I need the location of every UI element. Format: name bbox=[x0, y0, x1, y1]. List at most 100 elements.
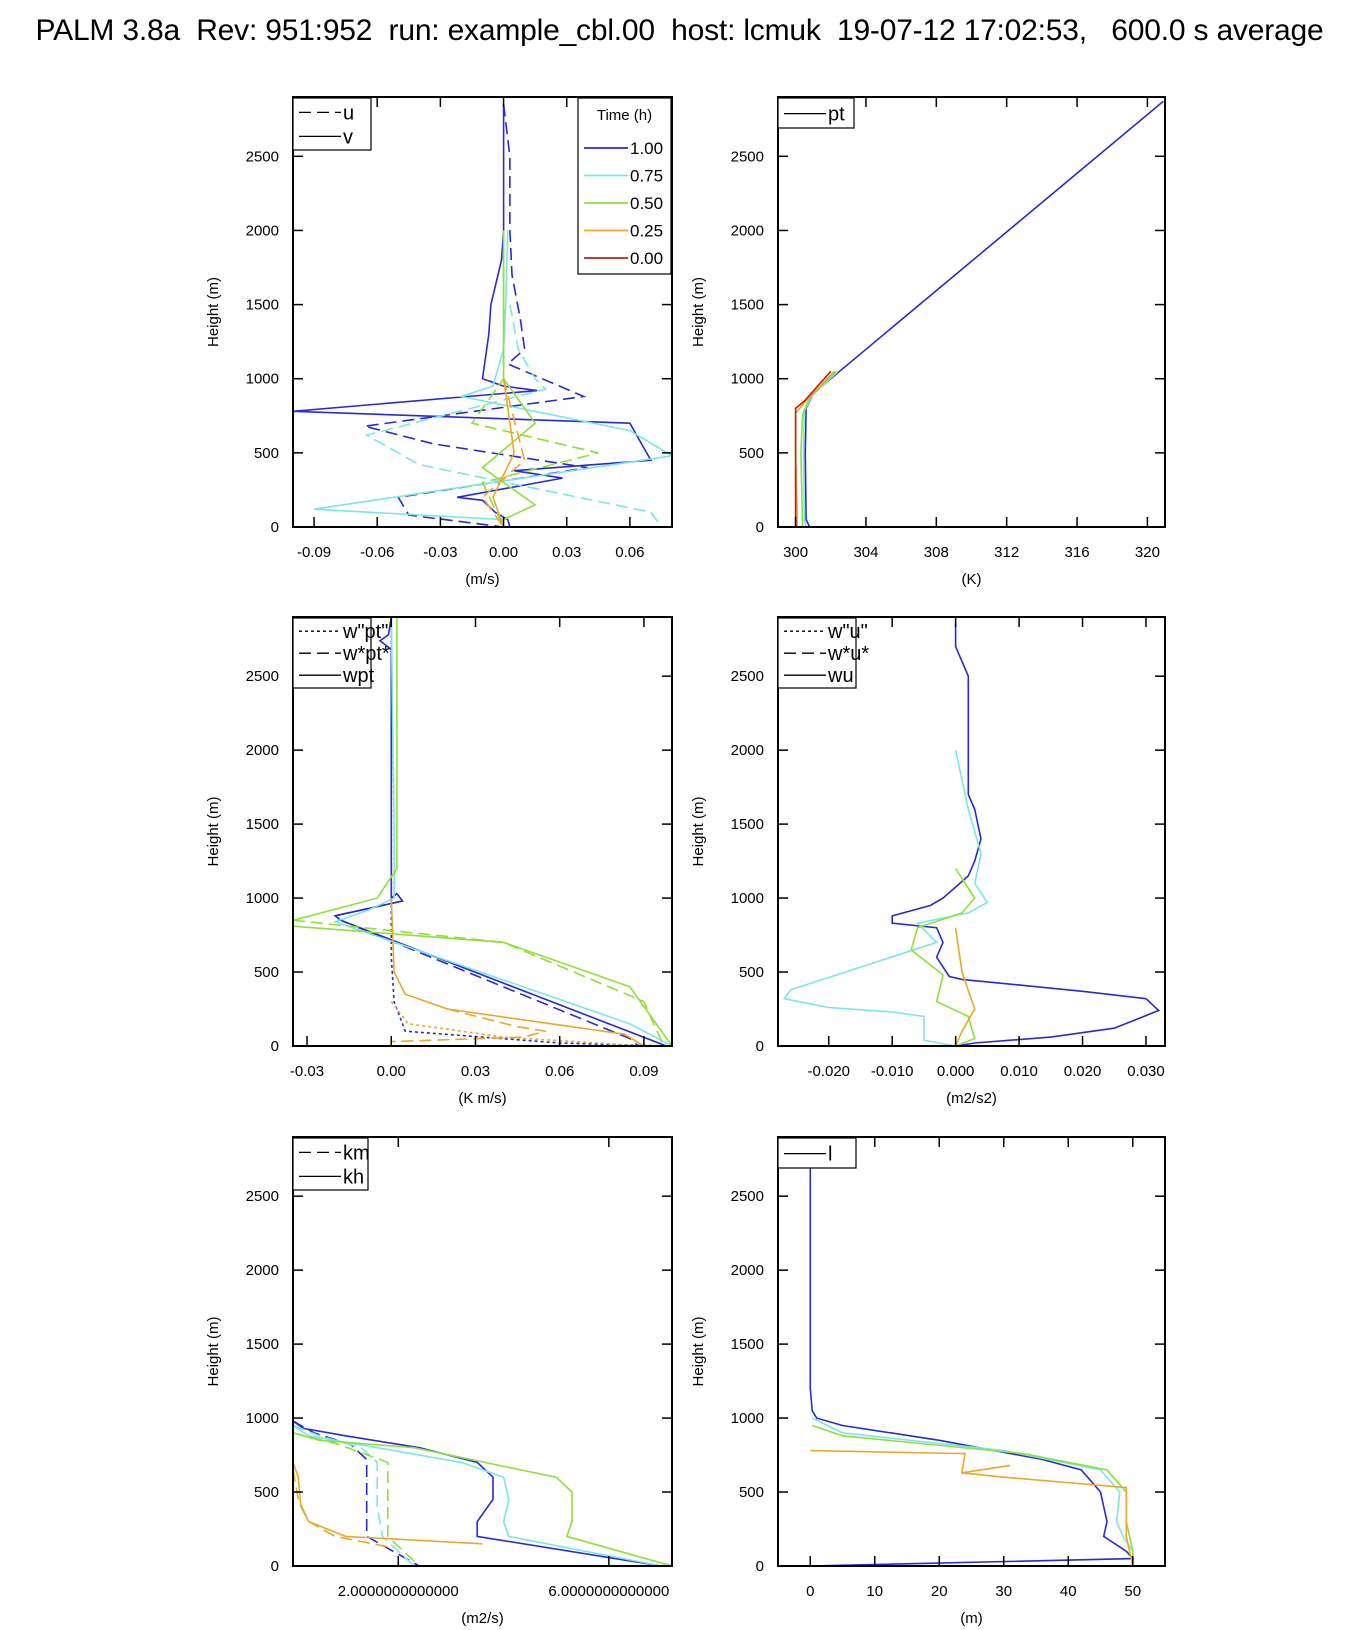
time-legend-label: 1.00 bbox=[630, 139, 663, 158]
y-tick-label: 500 bbox=[254, 1484, 279, 1501]
series-line-kmkh-5 bbox=[293, 1432, 420, 1566]
chart-uv: -0.09 -0.06 -0.03 0.00 0.03 0.06 0 500 1000 1500 2… bbox=[205, 96, 673, 588]
series-line-uv-4 bbox=[481, 230, 537, 521]
y-tick-label: 1500 bbox=[246, 1336, 279, 1353]
y-tick-label: 0 bbox=[756, 1558, 764, 1575]
x-tick-label: -0.06 bbox=[360, 544, 394, 561]
x-tick-label: 308 bbox=[924, 544, 949, 561]
x-tick-label: 0.00 bbox=[489, 544, 518, 561]
plot-frame bbox=[777, 1136, 1166, 1567]
plot-frame bbox=[777, 96, 1166, 528]
x-axis-label: (m/s) bbox=[465, 571, 499, 588]
y-tick-label: 2000 bbox=[731, 742, 764, 759]
y-tick-label: 2500 bbox=[731, 148, 764, 165]
variable-legend: pt bbox=[777, 97, 855, 129]
y-tick-label: 500 bbox=[739, 445, 764, 462]
x-tick-label: 0.020 bbox=[1064, 1063, 1102, 1080]
plot-frame bbox=[777, 616, 1166, 1047]
x-tick-label: 320 bbox=[1135, 544, 1160, 561]
chart-l: 0 10 20 30 40 5005001000150020002500(m)Height… bbox=[690, 1136, 1166, 1627]
x-tick-label: 2.0000000000000 bbox=[338, 1583, 459, 1600]
series-line-l-0 bbox=[809, 1144, 1135, 1566]
legend-label: wpt bbox=[342, 665, 375, 687]
series-line-wpt-8 bbox=[390, 1001, 644, 1046]
series-line-wpt-2 bbox=[390, 617, 667, 1046]
series-line-wpt-6 bbox=[390, 898, 645, 1046]
time-legend-label: 0.00 bbox=[630, 249, 663, 268]
series-line-kmkh-2 bbox=[293, 1424, 662, 1566]
legend-label: kh bbox=[343, 1166, 364, 1188]
series-line-l-2 bbox=[811, 1424, 1134, 1566]
y-tick-label: 500 bbox=[739, 964, 764, 981]
legend-label: w*u* bbox=[827, 643, 869, 665]
x-tick-label: 0.010 bbox=[1000, 1063, 1038, 1080]
series-line-wpt-7 bbox=[391, 1008, 546, 1043]
x-tick-label: 304 bbox=[853, 544, 878, 561]
y-tick-label: 1500 bbox=[731, 816, 764, 833]
series-line-kmkh-4 bbox=[293, 1432, 672, 1566]
y-tick-label: 1000 bbox=[246, 890, 279, 907]
x-tick-label: 0.06 bbox=[545, 1063, 574, 1080]
x-tick-label: 0.06 bbox=[615, 544, 644, 561]
y-tick-label: 0 bbox=[756, 519, 764, 536]
time-legend-label: 0.75 bbox=[630, 167, 663, 186]
legend-label: l bbox=[828, 1144, 832, 1166]
series-line-wpt-5 bbox=[293, 919, 665, 1046]
y-axis-label: Height (m) bbox=[690, 277, 707, 347]
x-axis-label: (K m/s) bbox=[458, 1090, 506, 1107]
x-tick-label: 0 bbox=[806, 1583, 814, 1600]
x-tick-label: 0.000 bbox=[937, 1063, 975, 1080]
plot-frame bbox=[292, 96, 673, 528]
series-line-kmkh-1 bbox=[293, 1420, 420, 1566]
y-tick-label: 1500 bbox=[731, 1336, 764, 1353]
series-line-uv-1 bbox=[364, 104, 588, 527]
time-legend-label: 0.50 bbox=[630, 194, 663, 213]
y-tick-label: 1500 bbox=[246, 297, 279, 314]
y-tick-label: 1500 bbox=[246, 816, 279, 833]
plot-frame bbox=[292, 616, 673, 1047]
x-tick-label: 40 bbox=[1060, 1583, 1077, 1600]
x-tick-label: -0.020 bbox=[807, 1063, 850, 1080]
y-axis-label: Height (m) bbox=[690, 1316, 707, 1386]
page-title: PALM 3.8a Rev: 951:952 run: example_cbl.… bbox=[35, 14, 1324, 47]
y-tick-label: 0 bbox=[271, 1558, 279, 1575]
series-line-pt-4 bbox=[794, 370, 832, 527]
series-line-uv-7 bbox=[481, 378, 526, 527]
series-line-wpt-3 bbox=[332, 617, 672, 1046]
legend-label: wu bbox=[827, 665, 854, 687]
x-tick-label: 30 bbox=[995, 1583, 1012, 1600]
series-line-l-3 bbox=[810, 1449, 1134, 1566]
y-tick-label: 2000 bbox=[731, 1262, 764, 1279]
series-line-wpt-4 bbox=[293, 617, 672, 1046]
y-tick-label: 1000 bbox=[246, 1410, 279, 1427]
y-tick-label: 2500 bbox=[246, 1188, 279, 1205]
chart-wu: -0.020 -0.010 0.000 0.010 0.020 0.030 0 500 1000… bbox=[690, 616, 1166, 1107]
y-tick-label: 2500 bbox=[246, 668, 279, 685]
chart-wpt: -0.03 0.00 0.03 0.06 0.09 0 500 1000 1500 2000 250… bbox=[205, 616, 673, 1107]
plot-frame bbox=[292, 1136, 673, 1567]
series-line-wu-2 bbox=[910, 868, 976, 1046]
y-tick-label: 500 bbox=[254, 964, 279, 981]
y-tick-label: 1000 bbox=[246, 371, 279, 388]
series-line-kmkh-3 bbox=[293, 1424, 415, 1566]
series-line-wu-0 bbox=[891, 624, 1161, 1046]
chart-pt: 300 304 308 312 316 320 0 500 1000 1500 2000 2500 (K… bbox=[690, 96, 1166, 588]
chart-kmkh: 2.0000000000000 6.0000000000000 0 500 1000 15… bbox=[205, 1136, 673, 1627]
series-line-uv-0 bbox=[293, 104, 653, 527]
x-axis-label: (K) bbox=[962, 571, 982, 588]
y-axis-label: Height (m) bbox=[205, 796, 222, 866]
y-axis-label: Height (m) bbox=[690, 796, 707, 866]
y-tick-label: 500 bbox=[739, 1484, 764, 1501]
variable-legend: w"pt"w*pt*wpt bbox=[292, 617, 390, 689]
y-tick-label: 500 bbox=[254, 445, 279, 462]
legend-label: km bbox=[343, 1142, 370, 1164]
series-line-pt-0 bbox=[804, 100, 1164, 527]
x-tick-label: 0.09 bbox=[629, 1063, 658, 1080]
y-tick-label: 2500 bbox=[731, 1188, 764, 1205]
series-line-uv-3 bbox=[364, 304, 663, 527]
x-tick-label: -0.010 bbox=[871, 1063, 914, 1080]
y-axis-label: Height (m) bbox=[205, 277, 222, 347]
x-tick-label: 312 bbox=[994, 544, 1019, 561]
y-tick-label: 0 bbox=[271, 1038, 279, 1055]
